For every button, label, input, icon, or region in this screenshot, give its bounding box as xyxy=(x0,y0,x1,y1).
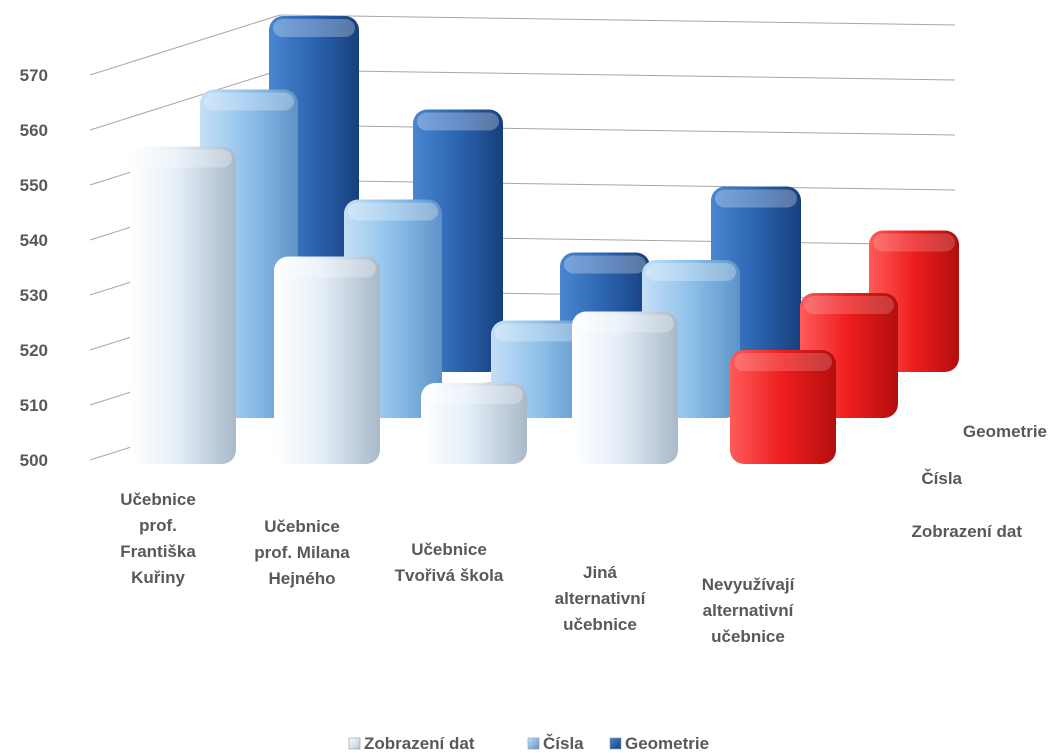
bar-top-bevel xyxy=(348,202,438,221)
y-tick-label: 500 xyxy=(20,451,48,470)
bar-top-bevel xyxy=(278,259,376,278)
legend-swatch xyxy=(609,737,622,750)
bars xyxy=(130,16,959,464)
bar-zobrazeni-dat-3 xyxy=(421,383,527,464)
bar-body xyxy=(730,350,836,464)
bar-zobrazeni-dat-2 xyxy=(274,256,380,464)
series-axis-label: Čísla xyxy=(921,469,962,488)
category-label: Učebnice prof. Milana Hejného xyxy=(254,517,350,588)
gridline-left-570 xyxy=(89,14,281,76)
y-tick-label: 570 xyxy=(20,66,48,85)
bar-top-bevel xyxy=(273,19,355,37)
legend-label: Čísla xyxy=(543,734,584,753)
category-label: Učebnice prof. Františka Kuřiny xyxy=(120,490,196,587)
category-label: Učebnice Tvořivá škola xyxy=(395,540,504,585)
legend-item-zobrazeni-dat: Zobrazení dat xyxy=(348,734,475,753)
y-tick-label: 530 xyxy=(20,286,48,305)
legend-item-cisla: Čísla xyxy=(527,734,584,753)
bar-top-bevel xyxy=(564,255,646,274)
series-axis-label: Zobrazení dat xyxy=(911,522,1022,541)
gridline-back-540 xyxy=(279,179,956,191)
bar-top-bevel xyxy=(646,263,736,281)
bar-top-bevel xyxy=(425,386,523,404)
y-tick-label: 560 xyxy=(20,121,48,140)
y-tick-label: 540 xyxy=(20,231,48,250)
legend-swatch xyxy=(527,737,540,750)
bar-top-bevel xyxy=(873,233,955,252)
gridline-back-550 xyxy=(279,124,956,136)
legend-label: Geometrie xyxy=(625,734,709,753)
bar-body xyxy=(274,256,380,464)
bar-zobrazeni-dat-1 xyxy=(130,146,236,464)
legend: Zobrazení dat Čísla Geometrie xyxy=(348,734,709,753)
series-axis-label: Geometrie xyxy=(963,422,1047,441)
bar-zobrazeni-dat-5 xyxy=(730,350,836,464)
category-labels: Učebnice prof. Františka Kuřiny Učebnice prof… xyxy=(120,490,795,646)
series-axis-labels: Zobrazení dat Čísla Geometrie xyxy=(911,422,1047,541)
y-tick-label: 550 xyxy=(20,176,48,195)
legend-label: Zobrazení dat xyxy=(364,734,475,753)
bar-top-bevel xyxy=(134,149,232,168)
category-label: Nevyužívají alternativní učebnice xyxy=(702,575,796,646)
bar-top-bevel xyxy=(576,314,674,333)
bar-top-bevel xyxy=(715,189,797,208)
bar-body xyxy=(130,146,236,464)
category-label: Jiná alternativní učebnice xyxy=(555,563,647,634)
y-tick-label: 510 xyxy=(20,396,48,415)
bar-top-bevel xyxy=(495,323,585,342)
legend-swatch xyxy=(348,737,361,750)
bar-zobrazeni-dat-4 xyxy=(572,311,678,464)
y-tick-label: 520 xyxy=(20,341,48,360)
bar-top-bevel xyxy=(204,92,294,111)
gridline-back-560 xyxy=(279,69,956,81)
legend-item-geometrie: Geometrie xyxy=(609,734,709,753)
gridline-back-570 xyxy=(279,14,956,26)
bar-body xyxy=(572,311,678,464)
bar-top-bevel xyxy=(734,353,832,371)
y-axis: 500 510 520 530 540 550 560 570 xyxy=(20,66,48,470)
bar-top-bevel xyxy=(417,112,499,131)
bar-body xyxy=(421,383,527,464)
gridline-left-560 xyxy=(89,69,281,131)
bar-top-bevel xyxy=(804,296,894,314)
